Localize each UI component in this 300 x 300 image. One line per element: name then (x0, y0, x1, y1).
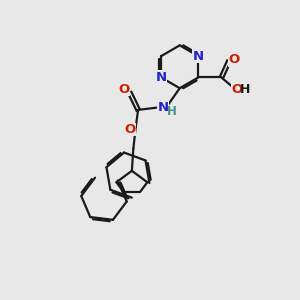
Text: O: O (228, 53, 239, 66)
Text: N: N (158, 101, 169, 114)
Text: H: H (167, 106, 177, 118)
Text: N: N (193, 50, 204, 63)
Text: H: H (240, 83, 250, 97)
Text: O: O (124, 123, 135, 136)
Text: O: O (231, 83, 242, 97)
Text: O: O (118, 82, 130, 96)
Text: N: N (156, 71, 167, 84)
